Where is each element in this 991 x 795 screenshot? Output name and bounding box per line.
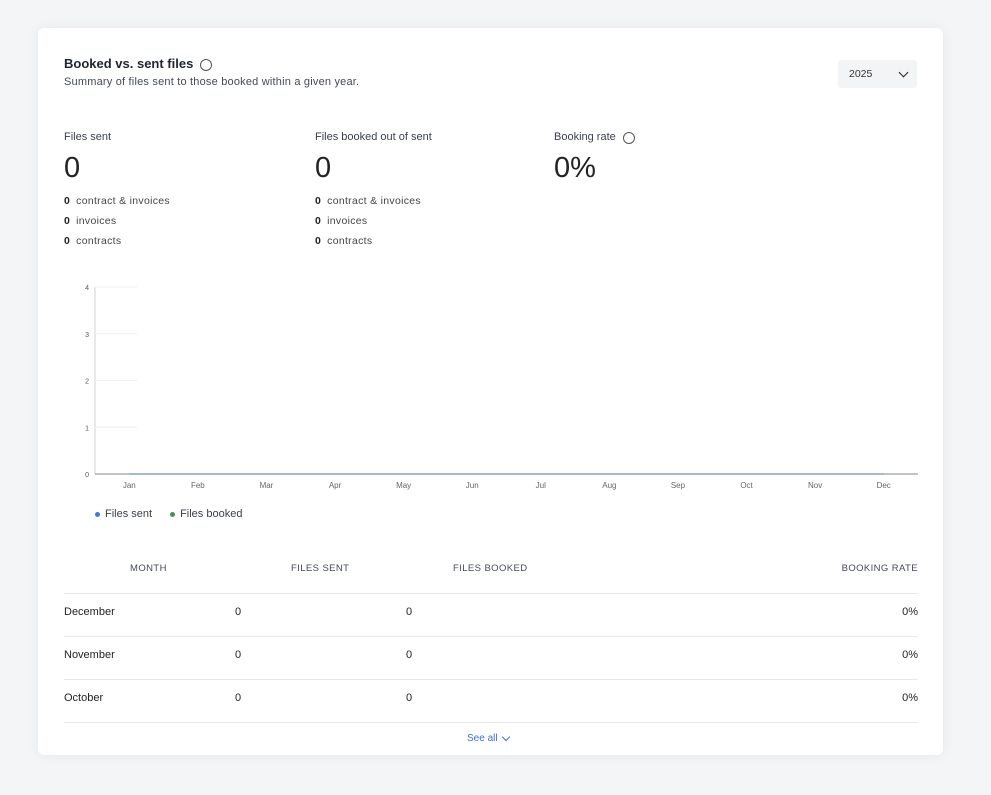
card-title: Booked vs. sent files bbox=[64, 56, 194, 71]
cell-booking-rate: 0% bbox=[902, 649, 918, 661]
cell-files-booked: 0 bbox=[406, 692, 413, 704]
chart-legend: Files sent Files booked bbox=[95, 508, 242, 520]
column-header-files-sent[interactable]: FILES SENT bbox=[291, 563, 350, 574]
cell-files-sent: 0 bbox=[235, 692, 242, 704]
stat-files-sent: Files sent 0 0 contract & invoices 0 invoi… bbox=[64, 131, 170, 251]
legend-item-files-sent[interactable]: Files sent bbox=[95, 508, 152, 520]
x-tick-label: Dec bbox=[877, 481, 891, 490]
stat-value: 0 bbox=[315, 152, 332, 184]
stat-breakdown-line: 0 contracts bbox=[64, 235, 122, 247]
legend-label: Files sent bbox=[105, 508, 153, 520]
cell-files-booked: 0 bbox=[406, 649, 413, 661]
card-subtitle: Summary of files sent to those booked wi… bbox=[64, 76, 360, 88]
y-tick-label: 3 bbox=[85, 332, 89, 339]
table-divider bbox=[64, 722, 918, 723]
x-tick-label: May bbox=[396, 481, 411, 490]
stat-value: 0 bbox=[64, 152, 81, 184]
legend-dot-icon bbox=[170, 511, 176, 517]
column-header-booking-rate[interactable]: BOOKING RATE bbox=[841, 563, 918, 574]
info-icon[interactable] bbox=[200, 58, 213, 71]
stat-breakdown-line: 0 contract & invoices bbox=[315, 195, 421, 207]
cell-booking-rate: 0% bbox=[902, 692, 918, 704]
table-divider bbox=[64, 593, 918, 594]
stat-value: 0% bbox=[554, 152, 596, 184]
stat-label: Files booked out of sent bbox=[315, 131, 432, 143]
x-tick-label: Aug bbox=[602, 481, 616, 490]
legend-item-files-booked[interactable]: Files booked bbox=[170, 508, 242, 520]
cell-files-sent: 0 bbox=[235, 649, 242, 661]
column-header-month[interactable]: MONTH bbox=[130, 563, 167, 574]
legend-label: Files booked bbox=[180, 508, 243, 520]
x-tick-label: Sep bbox=[671, 481, 686, 490]
legend-dot-icon bbox=[95, 511, 100, 517]
y-tick-label: 2 bbox=[85, 379, 89, 386]
see-all-button[interactable]: See all bbox=[467, 732, 510, 744]
x-tick-label: Nov bbox=[808, 481, 822, 490]
chevron-down-icon bbox=[501, 732, 510, 741]
info-icon[interactable] bbox=[622, 132, 635, 144]
cell-files-sent: 0 bbox=[235, 606, 242, 618]
y-tick-label: 0 bbox=[85, 472, 89, 479]
column-header-files-booked[interactable]: FILES BOOKED bbox=[453, 563, 528, 574]
cell-month: October bbox=[64, 692, 104, 704]
y-tick-label: 4 bbox=[85, 285, 89, 292]
stat-label: Files sent bbox=[64, 131, 112, 143]
cell-month: December bbox=[64, 606, 115, 618]
see-all-label: See all bbox=[467, 733, 498, 744]
x-tick-label: Oct bbox=[740, 481, 753, 490]
booked-vs-sent-card: Booked vs. sent files Summary of files s… bbox=[38, 28, 943, 755]
stat-breakdown-line: 0 invoices bbox=[315, 215, 368, 227]
x-tick-label: Jan bbox=[123, 481, 136, 490]
y-tick-label: 1 bbox=[85, 425, 89, 432]
table-divider bbox=[64, 679, 918, 680]
cell-files-booked: 0 bbox=[406, 606, 413, 618]
stat-label: Booking rate bbox=[554, 131, 616, 143]
table-divider bbox=[64, 636, 918, 637]
cell-booking-rate: 0% bbox=[902, 606, 918, 618]
x-tick-label: Feb bbox=[191, 481, 205, 490]
stat-breakdown-line: 0 contract & invoices bbox=[64, 195, 170, 207]
stat-breakdown-line: 0 contracts bbox=[315, 235, 373, 247]
stat-booking-rate: Booking rate 0% bbox=[554, 131, 635, 185]
card-header: Booked vs. sent files bbox=[64, 56, 213, 71]
year-dropdown[interactable]: 2025 bbox=[838, 60, 917, 88]
x-tick-label: Jun bbox=[466, 481, 479, 490]
year-dropdown-value: 2025 bbox=[849, 68, 873, 80]
x-tick-label: Apr bbox=[329, 481, 342, 490]
stat-breakdown-line: 0 invoices bbox=[64, 215, 117, 227]
stat-files-booked: Files booked out of sent 0 0 contract & i… bbox=[315, 131, 432, 251]
x-tick-label: Jul bbox=[536, 481, 546, 490]
cell-month: November bbox=[64, 649, 115, 661]
x-tick-label: Mar bbox=[260, 481, 274, 490]
line-chart: 0 1 2 3 4 Jan Feb Mar Apr May Jun Jul Aug Sep Oct Nov De… bbox=[85, 285, 918, 490]
